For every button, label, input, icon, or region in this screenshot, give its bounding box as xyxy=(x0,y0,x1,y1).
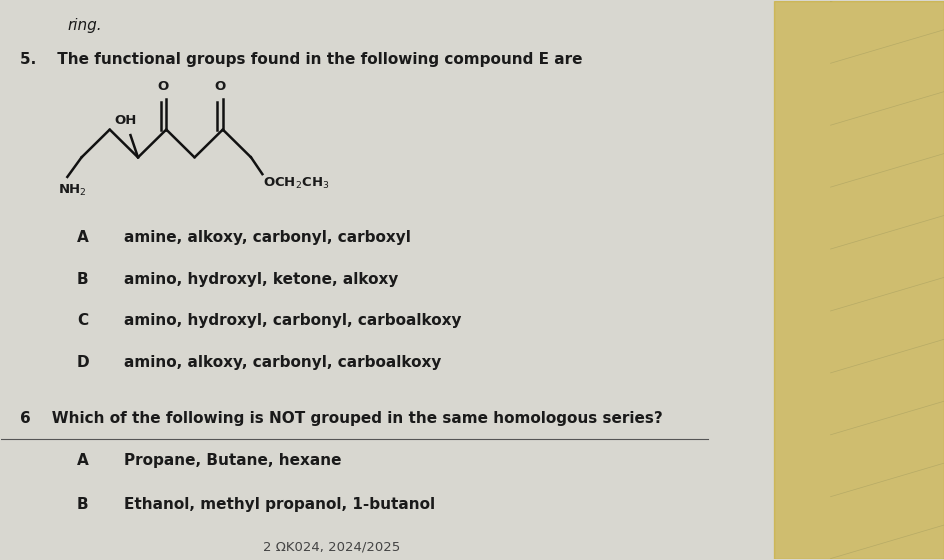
Text: OH: OH xyxy=(114,114,137,127)
Text: OCH$_2$CH$_3$: OCH$_2$CH$_3$ xyxy=(263,176,329,191)
Text: NH$_2$: NH$_2$ xyxy=(58,183,87,198)
Text: amino, hydroxyl, ketone, alkoxy: amino, hydroxyl, ketone, alkoxy xyxy=(124,272,397,287)
Bar xyxy=(773,1,943,559)
Text: 5.    The functional groups found in the following compound E are: 5. The functional groups found in the fo… xyxy=(20,52,582,67)
Text: A: A xyxy=(76,230,89,245)
Text: Ethanol, methyl propanol, 1-butanol: Ethanol, methyl propanol, 1-butanol xyxy=(124,497,434,512)
Text: O: O xyxy=(158,80,169,94)
Text: B: B xyxy=(76,272,89,287)
Text: amino, alkoxy, carbonyl, carboalkoxy: amino, alkoxy, carbonyl, carboalkoxy xyxy=(124,355,441,370)
Text: C: C xyxy=(76,314,88,328)
Text: Propane, Butane, hexane: Propane, Butane, hexane xyxy=(124,452,341,468)
Text: D: D xyxy=(76,355,90,370)
Text: A: A xyxy=(76,452,89,468)
Text: amino, hydroxyl, carbonyl, carboalkoxy: amino, hydroxyl, carbonyl, carboalkoxy xyxy=(124,314,461,328)
Text: amine, alkoxy, carbonyl, carboxyl: amine, alkoxy, carbonyl, carboxyl xyxy=(124,230,411,245)
Text: B: B xyxy=(76,497,89,512)
Text: 2 ΩK024, 2024/2025: 2 ΩK024, 2024/2025 xyxy=(262,540,399,553)
Text: 6    Which of the following is NOT grouped in the same homologous series?: 6 Which of the following is NOT grouped … xyxy=(20,411,663,426)
Text: ring.: ring. xyxy=(67,18,102,33)
Text: O: O xyxy=(214,80,226,94)
